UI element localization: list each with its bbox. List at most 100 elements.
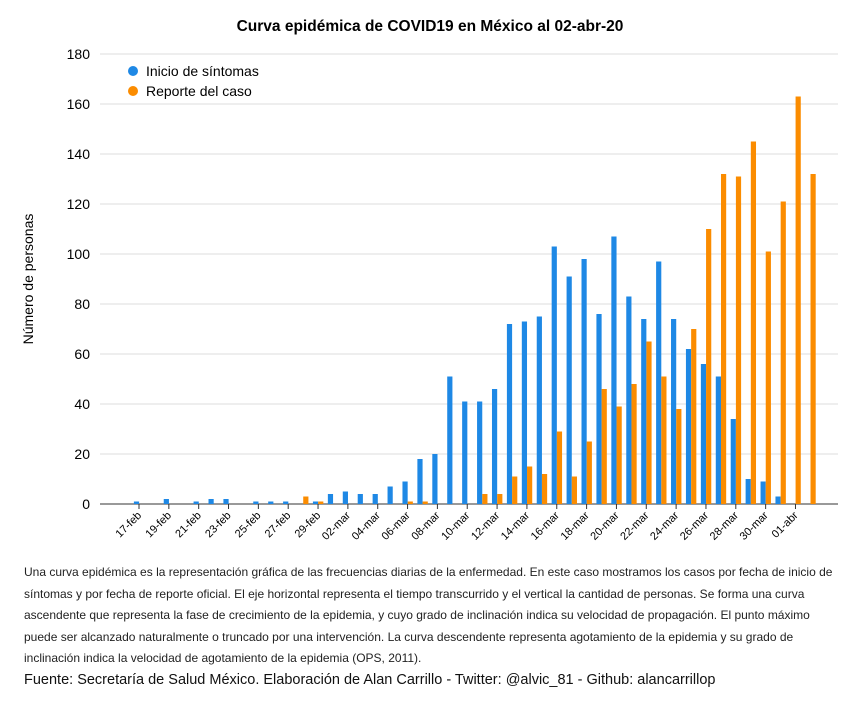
bar bbox=[760, 481, 766, 504]
bar bbox=[780, 201, 786, 504]
bar bbox=[730, 419, 736, 504]
bar bbox=[208, 499, 214, 504]
legend-box bbox=[118, 58, 276, 102]
bar bbox=[462, 401, 468, 504]
x-tick-label: 16-mar bbox=[529, 509, 562, 542]
bar bbox=[223, 499, 229, 504]
bar bbox=[685, 349, 692, 504]
x-tick-label: 25-feb bbox=[233, 510, 264, 541]
legend-marker bbox=[128, 86, 138, 96]
x-tick-label: 17-feb bbox=[114, 510, 145, 541]
bar bbox=[303, 496, 309, 504]
bar bbox=[312, 501, 319, 504]
bar bbox=[566, 276, 572, 504]
bar bbox=[422, 501, 428, 504]
bar bbox=[691, 329, 697, 504]
description: Una curva epidémica es la representación… bbox=[24, 565, 833, 665]
bar bbox=[661, 376, 667, 504]
bar bbox=[646, 341, 652, 504]
x-tick-label: 14-mar bbox=[499, 509, 532, 542]
bar bbox=[253, 501, 259, 504]
legend-label: Reporte del caso bbox=[146, 83, 252, 99]
x-tick-label: 30-mar bbox=[738, 509, 771, 542]
x-tick-label: 06-mar bbox=[380, 509, 413, 542]
bar bbox=[745, 479, 751, 504]
bar bbox=[506, 324, 513, 504]
bar bbox=[656, 261, 662, 504]
x-tick-label: 12-mar bbox=[469, 509, 502, 542]
bar bbox=[676, 409, 682, 504]
x-tick-label: 24-mar bbox=[648, 509, 681, 542]
y-tick-label: 140 bbox=[67, 146, 91, 162]
legend-label: Inicio de síntomas bbox=[146, 63, 259, 79]
x-tick-label: 23-feb bbox=[203, 510, 234, 541]
bar bbox=[715, 376, 721, 504]
y-tick-label: 160 bbox=[67, 96, 91, 112]
bar bbox=[631, 384, 637, 504]
bar bbox=[477, 401, 483, 504]
bar bbox=[318, 501, 324, 504]
bar bbox=[283, 501, 289, 504]
bar bbox=[342, 491, 348, 504]
bar bbox=[556, 431, 563, 504]
y-tick-label: 100 bbox=[67, 246, 91, 262]
bar bbox=[193, 501, 199, 504]
bar bbox=[491, 389, 498, 504]
chart: Curva epidémica de COVID19 en México al … bbox=[20, 18, 838, 543]
bar bbox=[571, 476, 577, 504]
x-tick-label: 08-mar bbox=[409, 509, 442, 542]
y-tick-label: 60 bbox=[74, 346, 90, 362]
bar bbox=[810, 174, 816, 504]
bar bbox=[765, 251, 771, 504]
bar bbox=[482, 494, 488, 504]
x-tick-label: 26-mar bbox=[678, 509, 711, 542]
source: Fuente: Secretaría de Salud México. Elab… bbox=[24, 672, 716, 688]
bar bbox=[735, 176, 742, 504]
x-tick-label: 29-feb bbox=[293, 510, 324, 541]
bar bbox=[521, 321, 528, 504]
bar bbox=[327, 494, 334, 504]
bar bbox=[402, 481, 408, 504]
chart-title: Curva epidémica de COVID19 en México al … bbox=[237, 18, 624, 35]
bar bbox=[357, 494, 363, 504]
x-tick-label: 20-mar bbox=[588, 509, 621, 542]
bar bbox=[432, 454, 438, 504]
bar bbox=[795, 96, 801, 504]
y-tick-label: 20 bbox=[74, 446, 90, 462]
bar bbox=[720, 174, 727, 504]
y-tick-label: 40 bbox=[74, 396, 90, 412]
bar bbox=[626, 296, 632, 504]
y-axis-label: Número de personas bbox=[20, 214, 36, 345]
bar bbox=[641, 319, 647, 504]
bar bbox=[616, 406, 622, 504]
bar bbox=[387, 486, 393, 504]
x-tick-label: 19-feb bbox=[143, 510, 174, 541]
x-tick-label: 22-mar bbox=[618, 509, 651, 542]
bar bbox=[706, 229, 712, 504]
x-tick-label: 27-feb bbox=[263, 510, 294, 541]
bar bbox=[601, 389, 607, 504]
bar bbox=[163, 499, 169, 504]
bar bbox=[541, 474, 548, 504]
bar bbox=[700, 364, 707, 504]
bar bbox=[133, 501, 140, 504]
bar bbox=[750, 141, 757, 504]
bar bbox=[447, 376, 453, 504]
bar bbox=[671, 319, 677, 504]
bar bbox=[586, 441, 592, 504]
y-tick-label: 0 bbox=[82, 496, 90, 512]
x-tick-label: 04-mar bbox=[350, 509, 383, 542]
x-tick-label: 10-mar bbox=[439, 509, 472, 542]
y-tick-label: 80 bbox=[74, 296, 90, 312]
bar bbox=[611, 236, 617, 504]
legend-marker bbox=[128, 66, 138, 76]
x-tick-label: 28-mar bbox=[708, 509, 741, 542]
bar bbox=[417, 459, 423, 504]
bar bbox=[372, 494, 378, 504]
y-tick-label: 120 bbox=[67, 196, 91, 212]
x-tick-label: 01-abr bbox=[770, 509, 801, 540]
bar bbox=[775, 496, 781, 504]
bar bbox=[497, 494, 503, 504]
bar bbox=[551, 246, 557, 504]
